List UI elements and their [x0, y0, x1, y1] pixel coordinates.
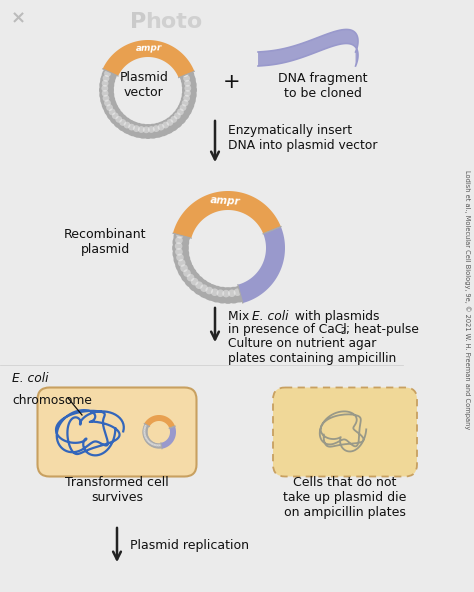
- Circle shape: [142, 429, 147, 435]
- Circle shape: [109, 110, 124, 125]
- Circle shape: [109, 108, 116, 115]
- Circle shape: [154, 444, 156, 446]
- Circle shape: [145, 437, 150, 443]
- Circle shape: [149, 442, 152, 444]
- Circle shape: [102, 95, 109, 102]
- Circle shape: [175, 106, 190, 121]
- Circle shape: [178, 259, 185, 267]
- Circle shape: [219, 287, 237, 304]
- Circle shape: [177, 102, 192, 117]
- Circle shape: [181, 266, 197, 284]
- Circle shape: [180, 265, 188, 272]
- Text: Plasmid replication: Plasmid replication: [130, 539, 249, 552]
- Circle shape: [143, 433, 148, 438]
- Circle shape: [172, 240, 189, 256]
- Circle shape: [121, 119, 136, 134]
- Circle shape: [171, 116, 177, 123]
- Circle shape: [148, 440, 150, 443]
- Polygon shape: [144, 415, 175, 428]
- Circle shape: [176, 231, 184, 239]
- Text: Lodish et al., Molecular Cell Biology, 9e, © 2021 W. H. Freeman and Company: Lodish et al., Molecular Cell Biology, 9…: [464, 170, 470, 430]
- Circle shape: [148, 441, 154, 446]
- Circle shape: [102, 97, 117, 112]
- Circle shape: [172, 110, 187, 125]
- Circle shape: [106, 106, 121, 121]
- Circle shape: [182, 88, 197, 102]
- Circle shape: [222, 290, 230, 297]
- Circle shape: [173, 234, 189, 250]
- Circle shape: [228, 289, 236, 297]
- Text: Enzymatically insert
DNA into plasmid vector: Enzymatically insert DNA into plasmid ve…: [228, 124, 377, 152]
- Circle shape: [158, 124, 164, 130]
- Circle shape: [144, 433, 146, 436]
- Circle shape: [177, 108, 184, 115]
- Circle shape: [126, 121, 141, 136]
- Circle shape: [100, 88, 114, 102]
- Text: +: +: [223, 72, 241, 92]
- Text: ×: ×: [10, 9, 26, 27]
- Circle shape: [192, 279, 210, 295]
- Circle shape: [150, 123, 165, 138]
- Circle shape: [147, 440, 152, 445]
- Circle shape: [200, 284, 208, 292]
- Circle shape: [151, 442, 157, 448]
- Circle shape: [102, 80, 109, 86]
- Circle shape: [140, 124, 155, 139]
- Circle shape: [138, 126, 145, 133]
- Circle shape: [160, 119, 175, 134]
- Text: DNA fragment
to be cloned: DNA fragment to be cloned: [278, 72, 368, 100]
- Circle shape: [195, 281, 203, 289]
- Circle shape: [146, 438, 148, 440]
- Circle shape: [144, 436, 149, 441]
- Circle shape: [153, 443, 158, 448]
- Circle shape: [104, 102, 118, 117]
- Circle shape: [102, 90, 109, 96]
- Circle shape: [136, 124, 150, 139]
- Circle shape: [143, 427, 148, 433]
- Circle shape: [102, 68, 117, 83]
- Circle shape: [113, 114, 128, 128]
- Circle shape: [173, 251, 190, 268]
- Circle shape: [198, 282, 214, 298]
- Circle shape: [175, 248, 183, 256]
- Circle shape: [217, 289, 224, 297]
- Circle shape: [124, 121, 130, 128]
- Circle shape: [131, 123, 146, 138]
- Circle shape: [182, 70, 189, 77]
- Text: E. coli: E. coli: [252, 310, 289, 323]
- Circle shape: [183, 269, 191, 277]
- Circle shape: [144, 435, 146, 437]
- Circle shape: [203, 284, 219, 301]
- Circle shape: [157, 444, 160, 446]
- Circle shape: [104, 99, 111, 107]
- Circle shape: [164, 117, 179, 131]
- Circle shape: [143, 432, 146, 435]
- Circle shape: [176, 253, 184, 261]
- Circle shape: [178, 262, 194, 278]
- Text: E. coli: E. coli: [12, 372, 48, 385]
- Circle shape: [168, 114, 183, 128]
- Text: P: P: [130, 12, 146, 32]
- Circle shape: [191, 278, 199, 285]
- Circle shape: [104, 70, 111, 77]
- Circle shape: [117, 117, 132, 131]
- Text: Cells that do not
take up plasmid die
on ampicillin plates: Cells that do not take up plasmid die on…: [283, 476, 407, 519]
- Circle shape: [184, 271, 201, 288]
- Circle shape: [146, 124, 161, 139]
- Circle shape: [100, 73, 115, 88]
- Circle shape: [155, 444, 158, 446]
- Text: ampr: ampr: [136, 44, 163, 53]
- Circle shape: [182, 82, 197, 98]
- Circle shape: [144, 427, 146, 429]
- FancyBboxPatch shape: [37, 388, 197, 477]
- Circle shape: [175, 242, 182, 250]
- Text: with plasmids: with plasmids: [291, 310, 380, 323]
- Text: Recombinant
plasmid: Recombinant plasmid: [64, 228, 146, 256]
- Circle shape: [152, 443, 155, 446]
- Circle shape: [144, 425, 146, 427]
- Circle shape: [208, 286, 225, 303]
- Circle shape: [148, 126, 155, 133]
- Text: Culture on nutrient agar
plates containing ampicillin: Culture on nutrient agar plates containi…: [228, 337, 396, 365]
